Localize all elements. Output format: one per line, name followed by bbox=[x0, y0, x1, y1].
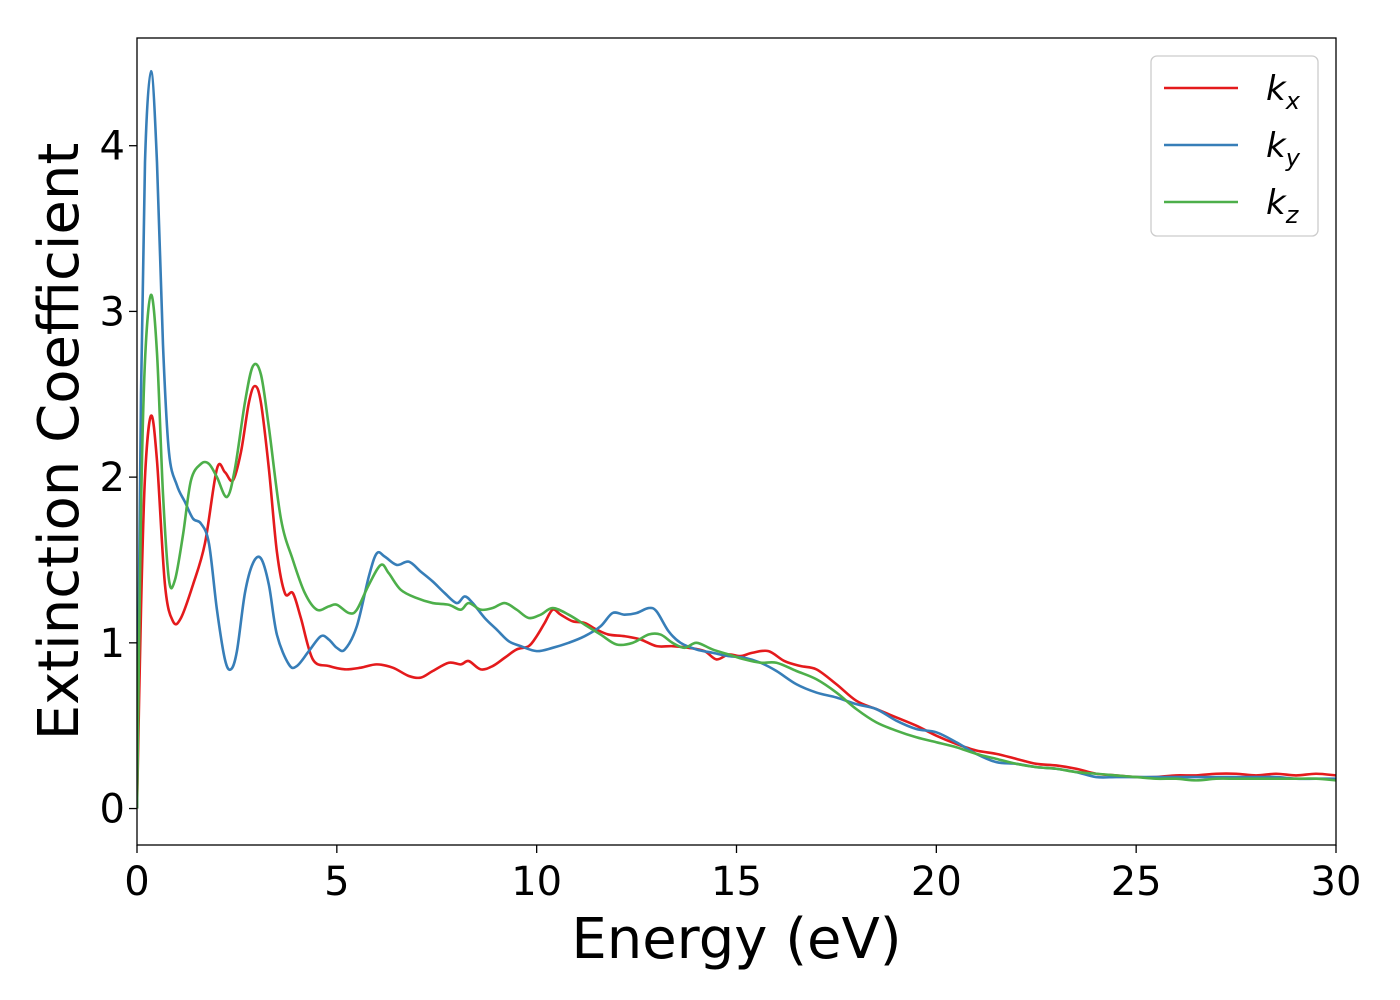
series-line-kx bbox=[137, 384, 1336, 809]
y-tick-label: 2 bbox=[100, 455, 125, 501]
y-tick-label: 0 bbox=[100, 787, 125, 833]
y-tick-label: 1 bbox=[100, 621, 125, 667]
y-axis-title: Extinction Coefficient bbox=[27, 143, 92, 741]
series-line-kz bbox=[137, 293, 1336, 809]
y-tick-label: 4 bbox=[100, 124, 125, 170]
x-tick-label: 20 bbox=[911, 859, 962, 905]
plot-frame bbox=[136, 37, 1337, 846]
x-tick-label: 5 bbox=[324, 859, 349, 905]
x-axis-title: Energy (eV) bbox=[571, 907, 901, 972]
legend-label-kx: kx bbox=[1266, 69, 1301, 115]
legend: kx ky kz bbox=[1150, 55, 1319, 237]
x-tick-label: 30 bbox=[1311, 859, 1362, 905]
legend-label-kz: kz bbox=[1266, 183, 1300, 229]
x-tick-label: 0 bbox=[124, 859, 149, 905]
x-tick-label: 10 bbox=[511, 859, 562, 905]
legend-label-ky: ky bbox=[1266, 126, 1301, 172]
x-axis: 0 5 10 15 20 25 30 bbox=[124, 845, 1361, 905]
plot-area bbox=[137, 69, 1336, 809]
x-tick-label: 15 bbox=[711, 859, 762, 905]
y-tick-label: 3 bbox=[100, 289, 125, 335]
x-tick-label: 25 bbox=[1111, 859, 1162, 905]
y-axis: 0 1 2 3 4 bbox=[100, 124, 137, 833]
